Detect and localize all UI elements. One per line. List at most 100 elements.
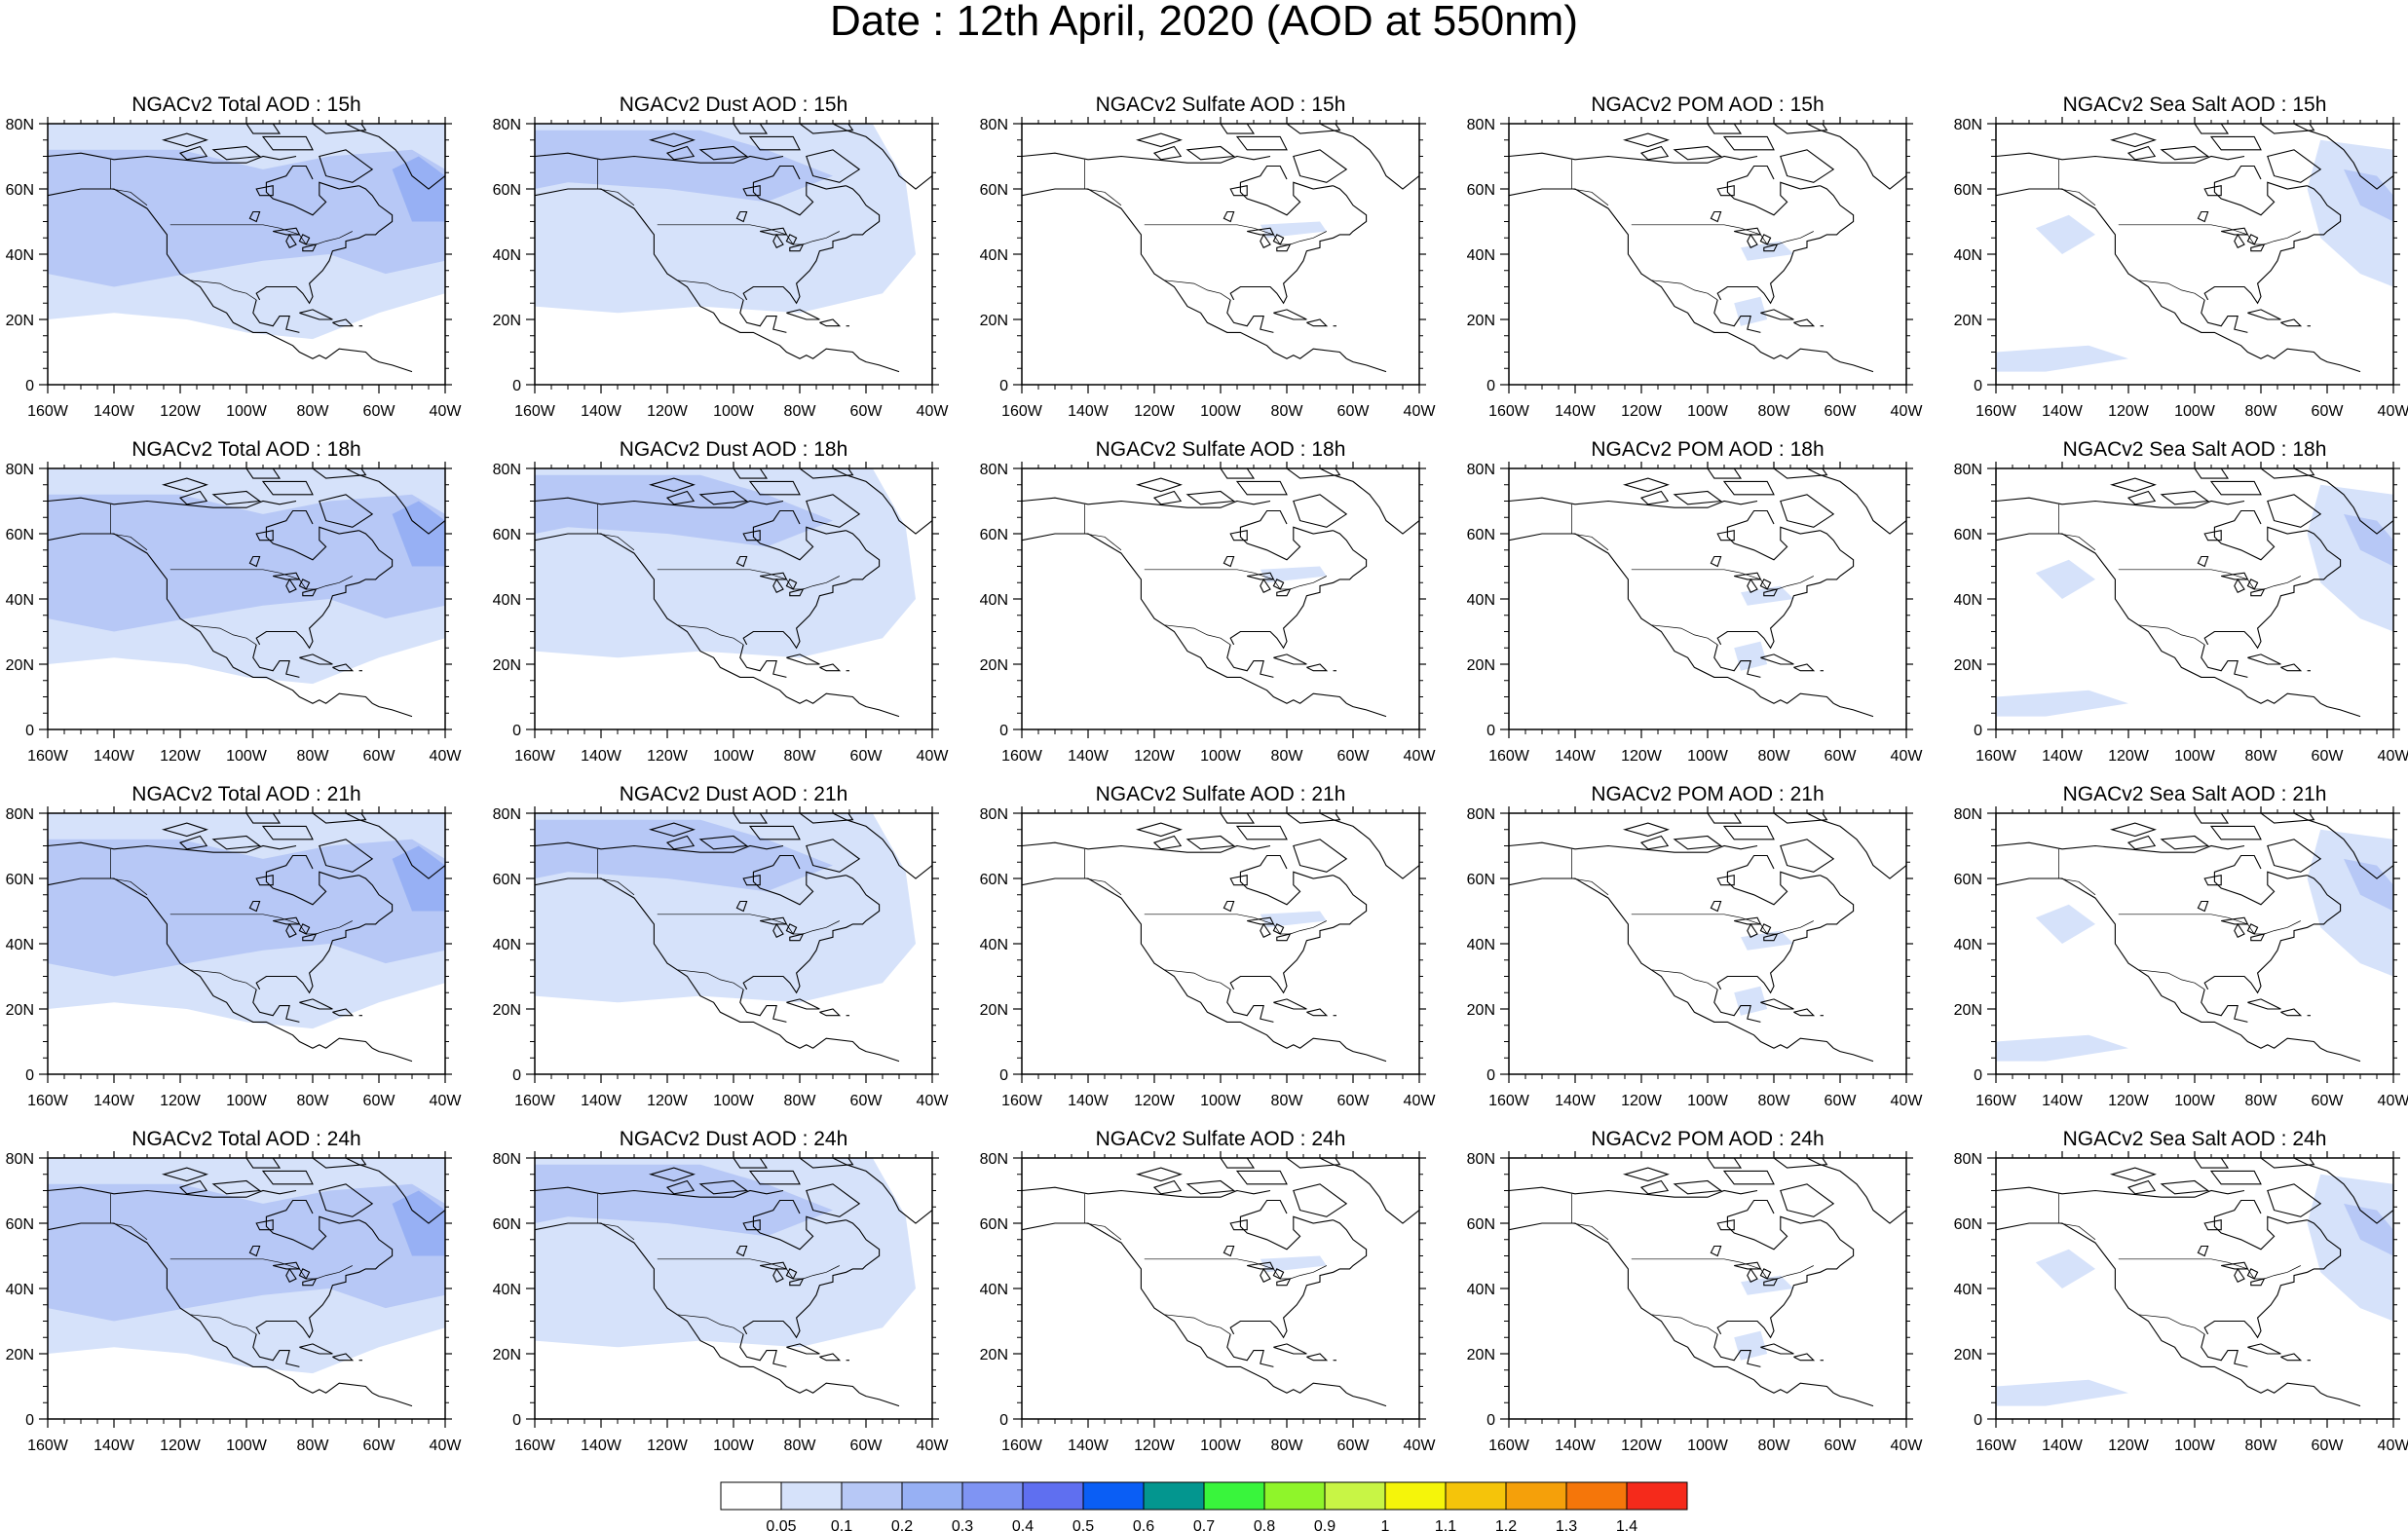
panel-title: NGACv2 Sea Salt AOD : 15h xyxy=(2063,93,2327,116)
colorbar-label: 0.2 xyxy=(891,1518,913,1531)
map-panel-total-3: NGACv2 Total AOD : 21h 160W 140W 120W 100W 80… xyxy=(6,783,463,1109)
colorbar-label: 0.6 xyxy=(1133,1518,1154,1531)
colorbar-label: 1.1 xyxy=(1435,1518,1456,1531)
lon-tick-label: 60W xyxy=(1825,1093,1858,1109)
lat-tick-label: 0 xyxy=(999,1067,1008,1084)
lon-tick-label: 60W xyxy=(2312,1438,2345,1454)
lon-tick-label: 60W xyxy=(1825,1438,1858,1454)
lon-tick-label: 160W xyxy=(27,1093,69,1109)
political-borders xyxy=(110,159,353,301)
lat-tick-label: 40N xyxy=(6,1282,34,1298)
lon-tick-label: 160W xyxy=(1975,1093,2017,1109)
political-borders xyxy=(597,848,840,990)
political-borders xyxy=(597,1193,840,1335)
colorbar-label: 1.3 xyxy=(1556,1518,1577,1531)
colorbar-label: 0.3 xyxy=(952,1518,973,1531)
lon-tick-label: 40W xyxy=(2378,748,2408,765)
lon-tick-label: 120W xyxy=(1134,1093,1176,1109)
panel-title: NGACv2 Dust AOD : 15h xyxy=(620,93,848,116)
lat-tick-label: 20N xyxy=(980,1002,1008,1019)
lon-tick-label: 160W xyxy=(27,403,69,420)
aod-shading xyxy=(1260,1255,1327,1273)
lat-tick-label: 60N xyxy=(1467,527,1495,543)
colorbar-label: 0.9 xyxy=(1314,1518,1336,1531)
lon-tick-label: 100W xyxy=(226,403,268,420)
coastlines xyxy=(1509,468,1906,718)
lat-tick-label: 40N xyxy=(980,1282,1008,1298)
lon-tick-label: 80W xyxy=(1271,403,1304,420)
lon-tick-label: 40W xyxy=(1891,748,1924,765)
lat-tick-label: 80N xyxy=(1954,1151,1982,1168)
lat-tick-label: 20N xyxy=(493,657,521,674)
lat-tick-label: 60N xyxy=(493,872,521,888)
map-panel-dust-4: NGACv2 Dust AOD : 24h 160W 140W 120W 100W 80W… xyxy=(493,1128,950,1454)
lon-tick-label: 100W xyxy=(1200,1093,1242,1109)
lat-tick-label: 80N xyxy=(493,117,521,133)
lon-tick-label: 140W xyxy=(2042,1438,2084,1454)
lat-tick-label: 60N xyxy=(6,872,34,888)
lon-tick-label: 120W xyxy=(160,748,202,765)
colorbar-swatch xyxy=(1565,1481,1628,1511)
lat-tick-label: 80N xyxy=(6,1151,34,1168)
lat-tick-label: 40N xyxy=(1954,592,1982,609)
panel-title: NGACv2 Sulfate AOD : 24h xyxy=(1096,1128,1346,1150)
lat-tick-label: 80N xyxy=(1467,1151,1495,1168)
lon-tick-label: 80W xyxy=(1758,1438,1791,1454)
panel-title: NGACv2 Sea Salt AOD : 18h xyxy=(2063,438,2327,461)
lat-tick-label: 80N xyxy=(1954,117,1982,133)
lat-tick-label: 40N xyxy=(980,937,1008,953)
lon-tick-label: 40W xyxy=(1891,403,1924,420)
coastlines xyxy=(1996,1158,2393,1407)
lat-tick-label: 0 xyxy=(512,378,521,394)
colorbar-swatch xyxy=(1203,1481,1265,1511)
map-panel-total-1: NGACv2 Total AOD : 15h 160W 140W 120W 100W 80… xyxy=(6,93,463,420)
political-borders xyxy=(110,1193,353,1335)
lon-tick-label: 40W xyxy=(2378,403,2408,420)
aod-shading xyxy=(48,813,445,1029)
aod-shading xyxy=(1260,911,1327,928)
lat-tick-label: 20N xyxy=(6,1002,34,1019)
political-borders xyxy=(1571,159,1814,301)
political-borders xyxy=(110,504,353,646)
lon-tick-label: 80W xyxy=(784,1438,817,1454)
lon-tick-label: 120W xyxy=(1134,1438,1176,1454)
panel-title: NGACv2 Total AOD : 18h xyxy=(132,438,360,461)
colorbar-swatch xyxy=(1505,1481,1567,1511)
lon-tick-label: 80W xyxy=(297,403,330,420)
lon-tick-label: 60W xyxy=(1337,1438,1371,1454)
lon-tick-label: 60W xyxy=(363,403,396,420)
lat-tick-label: 60N xyxy=(980,1216,1008,1233)
colorbar-swatch xyxy=(961,1481,1024,1511)
map-panel-seasalt-1: NGACv2 Sea Salt AOD : 15h 160W 140W 120W 100… xyxy=(1954,93,2408,420)
aod-shading xyxy=(48,468,445,685)
panel-title: NGACv2 Sea Salt AOD : 24h xyxy=(2063,1128,2327,1150)
lon-tick-label: 140W xyxy=(94,403,135,420)
map-panel-dust-1: NGACv2 Dust AOD : 15h 160W 140W 120W 100W 80W… xyxy=(493,93,950,420)
lat-tick-label: 20N xyxy=(980,657,1008,674)
lat-tick-label: 20N xyxy=(1954,1347,1982,1363)
panel-title: NGACv2 POM AOD : 15h xyxy=(1591,93,1824,116)
lon-tick-label: 160W xyxy=(1001,403,1043,420)
lat-tick-label: 0 xyxy=(1486,1067,1495,1084)
lon-tick-label: 140W xyxy=(1555,403,1597,420)
lon-tick-label: 140W xyxy=(1555,1438,1597,1454)
lat-tick-label: 20N xyxy=(493,1002,521,1019)
lat-tick-label: 60N xyxy=(980,872,1008,888)
lon-tick-label: 100W xyxy=(2174,1093,2216,1109)
panel-title: NGACv2 Dust AOD : 18h xyxy=(620,438,848,461)
panel-title: NGACv2 Sea Salt AOD : 21h xyxy=(2063,783,2327,805)
lon-tick-label: 60W xyxy=(2312,1093,2345,1109)
lat-tick-label: 20N xyxy=(6,657,34,674)
coastlines xyxy=(48,124,445,373)
political-borders xyxy=(110,848,353,990)
lat-tick-label: 60N xyxy=(6,182,34,199)
lat-tick-label: 20N xyxy=(493,313,521,329)
lat-tick-label: 40N xyxy=(1954,247,1982,264)
coastlines xyxy=(1996,813,2393,1063)
lon-tick-label: 140W xyxy=(1068,748,1110,765)
colorbar-label: 0.7 xyxy=(1193,1518,1215,1531)
lon-tick-label: 120W xyxy=(160,1438,202,1454)
lon-tick-label: 160W xyxy=(514,403,556,420)
map-panel-sulfate-4: NGACv2 Sulfate AOD : 24h 160W 140W 120W 100W… xyxy=(980,1128,1437,1454)
lon-tick-label: 160W xyxy=(1488,1093,1530,1109)
